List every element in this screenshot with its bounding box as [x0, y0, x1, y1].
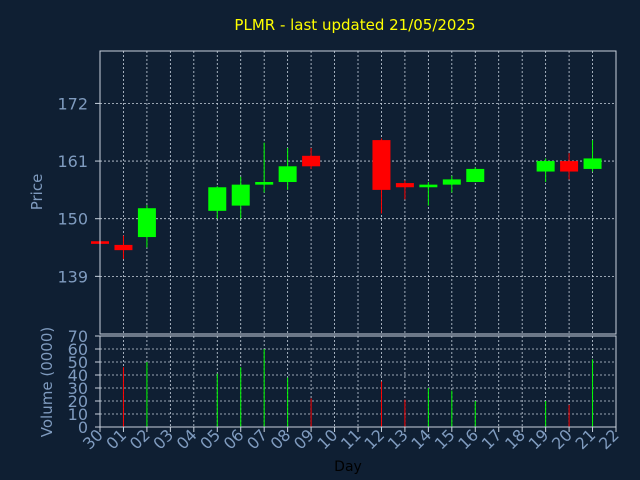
- candle-body: [560, 161, 579, 172]
- price-tick-label: 150: [57, 210, 88, 229]
- candle-body: [442, 179, 461, 185]
- price-axis-label: Price: [28, 174, 46, 211]
- volume-tick-label: 60: [68, 340, 88, 359]
- price-tick-label: 172: [57, 94, 88, 113]
- candle-body: [419, 184, 438, 188]
- volume-bars: [122, 349, 594, 427]
- candle-body: [114, 244, 133, 251]
- volume-tick-label: 50: [68, 353, 88, 372]
- volume-tick-label: 40: [68, 366, 88, 385]
- volume-grid: [100, 336, 616, 427]
- candle-body: [583, 158, 602, 169]
- candle-body: [536, 161, 555, 172]
- price-candles: [91, 138, 602, 260]
- price-grid: [100, 51, 616, 334]
- candle-body: [302, 155, 321, 167]
- volume-tick-label: 0: [78, 418, 88, 437]
- candle-body: [278, 166, 297, 183]
- candle-body: [137, 208, 156, 238]
- candle-body: [208, 187, 227, 211]
- day-tick-label: 22: [595, 425, 623, 453]
- volume-axis-label: Volume (0000): [38, 327, 56, 437]
- candle-body: [466, 168, 485, 183]
- day-axis: 3001020304050607080910111213141516171819…: [79, 425, 623, 453]
- candle-body: [231, 184, 250, 206]
- volume-tick-label: 70: [68, 327, 88, 346]
- price-tick-label: 161: [57, 152, 88, 171]
- day-axis-label: Day: [334, 459, 362, 475]
- price-plot-frame: [99, 50, 617, 335]
- volume-tick-label: 20: [68, 392, 88, 411]
- price-tick-label: 139: [57, 267, 88, 286]
- volume-tick-label: 10: [68, 405, 88, 424]
- chart-title: PLMR - last updated 21/05/2025: [234, 16, 475, 34]
- price-axis: 139 150 161 172: [57, 94, 100, 286]
- volume-tick-label: 30: [68, 379, 88, 398]
- candle-body: [395, 183, 414, 188]
- candle-body: [255, 182, 274, 185]
- candle-body: [372, 140, 391, 190]
